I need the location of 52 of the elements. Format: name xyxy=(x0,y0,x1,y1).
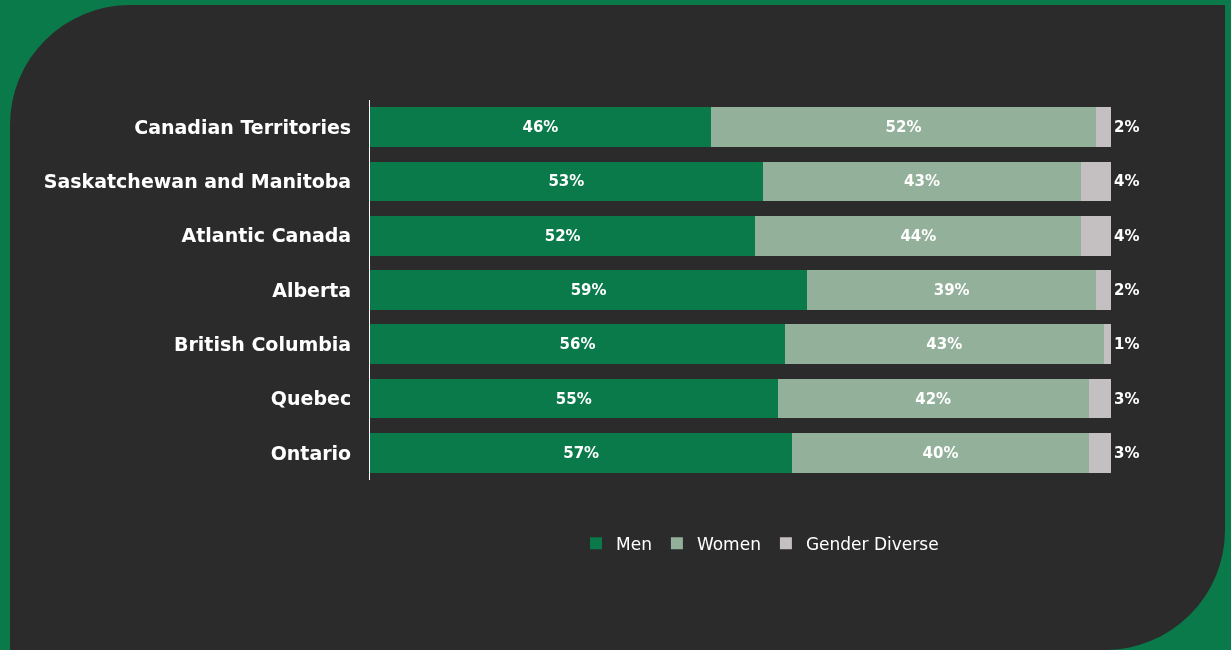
data-label: 39% xyxy=(933,281,970,299)
data-label: 4% xyxy=(1114,226,1140,245)
bar xyxy=(1096,107,1111,147)
data-label: 44% xyxy=(900,226,937,245)
data-label: 46% xyxy=(522,118,559,137)
data-label: 3% xyxy=(1114,443,1140,462)
y-tick-label: Saskatchewan and Manitoba xyxy=(43,170,352,193)
data-label: 2% xyxy=(1114,118,1140,137)
bar xyxy=(755,215,1082,256)
bar xyxy=(807,270,1097,310)
data-label: 4% xyxy=(1114,172,1140,191)
data-label: 57% xyxy=(563,443,600,462)
data-label: 43% xyxy=(904,172,940,191)
data-label: 52% xyxy=(544,226,581,245)
y-tick-label: Atlantic Canada xyxy=(181,224,352,247)
legend-label: Women xyxy=(696,533,761,554)
bar xyxy=(1088,433,1111,473)
bar xyxy=(792,433,1089,473)
bar xyxy=(1096,270,1111,310)
bar xyxy=(370,215,756,256)
data-label: 59% xyxy=(570,281,607,299)
data-label: 3% xyxy=(1114,389,1140,408)
data-label: 52% xyxy=(885,118,922,137)
data-label: 56% xyxy=(559,335,596,354)
y-tick-label: Ontario xyxy=(270,441,352,464)
data-label: 53% xyxy=(548,172,585,191)
data-label: 43% xyxy=(926,335,963,354)
y-tick-label: Alberta xyxy=(272,278,352,301)
bar xyxy=(1081,161,1111,202)
bar xyxy=(784,324,1104,365)
y-tick-label: British Columbia xyxy=(174,332,352,355)
bar xyxy=(370,378,778,419)
legend-label: Gender Diverse xyxy=(805,533,939,554)
bar xyxy=(1103,324,1111,365)
bar xyxy=(1088,378,1111,419)
data-label: 1% xyxy=(1114,335,1140,354)
data-label: 42% xyxy=(915,389,952,408)
data-label: 55% xyxy=(555,389,592,408)
bar xyxy=(1081,215,1111,256)
bar xyxy=(370,324,785,365)
data-label: 2% xyxy=(1114,281,1140,299)
bar xyxy=(762,161,1082,202)
bar xyxy=(370,433,793,473)
bar xyxy=(777,378,1089,419)
y-tick-label: Quebec xyxy=(270,387,352,410)
bar xyxy=(710,107,1097,147)
bar xyxy=(370,270,808,310)
bar xyxy=(370,161,763,202)
y-tick-label: Canadian Territories xyxy=(134,115,352,138)
data-label: 40% xyxy=(922,443,959,462)
legend-label: Men xyxy=(616,533,652,554)
bar xyxy=(370,107,711,147)
